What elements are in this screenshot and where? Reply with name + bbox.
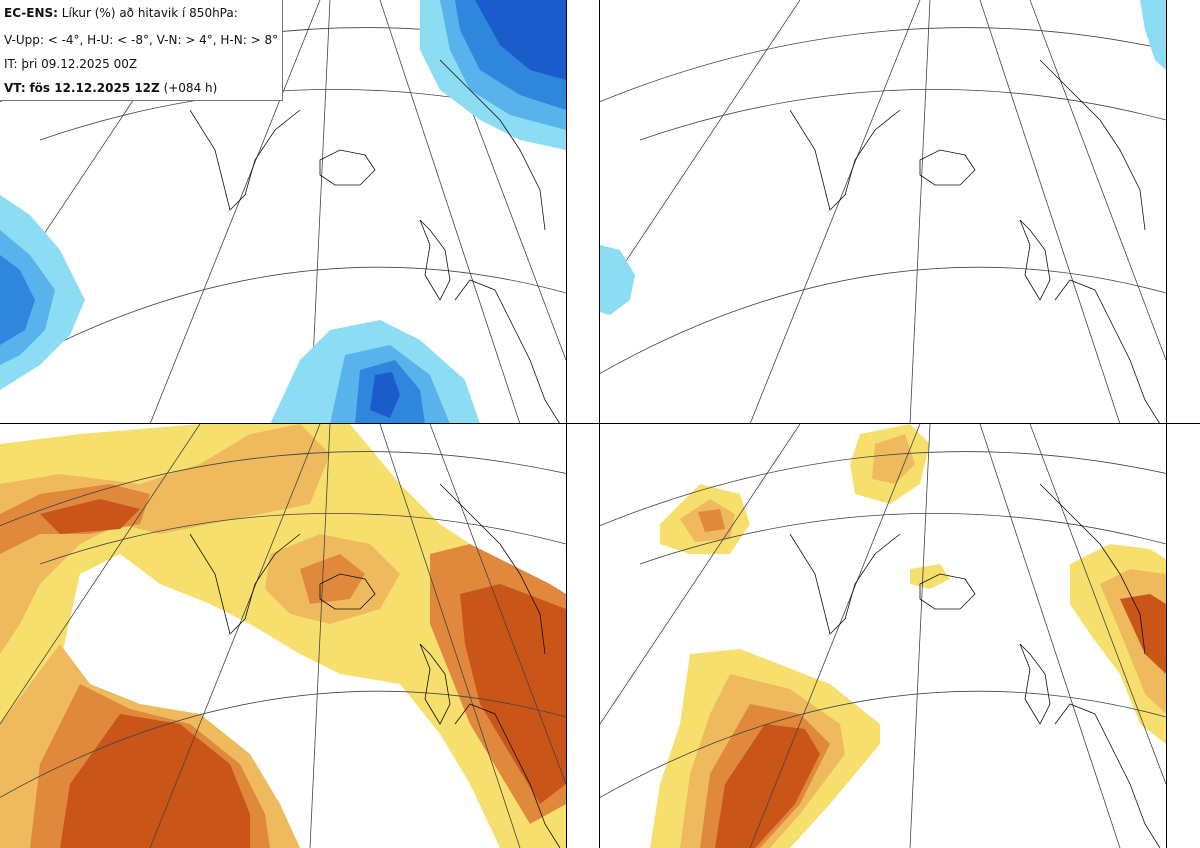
map-canvas: [0, 0, 566, 424]
threshold-legend: V-Upp: < -4°, H-U: < -8°, V-N: > 4°, H-N…: [4, 33, 279, 47]
vertical-divider: [1166, 0, 1167, 848]
model-label: EC-ENS:: [4, 6, 58, 20]
title-text: Líkur (%) að hitavik í 850hPa:: [61, 6, 238, 20]
map-canvas: [600, 0, 1166, 424]
map-panel-upper-right: 1009565355: [600, 0, 1166, 424]
map-canvas: [0, 424, 566, 848]
forecast-info-box: EC-ENS: Líkur (%) að hitavik í 850hPa: V…: [0, 0, 283, 101]
valid-label: VT:: [4, 81, 26, 95]
probability-shading: [650, 424, 1166, 848]
graticule: [600, 424, 1166, 848]
coastlines: [789, 483, 1161, 848]
map-panel-lower-right: 1009565355: [600, 424, 1166, 848]
map-panel-upper-left: EC-ENS: Líkur (%) að hitavik í 850hPa: V…: [0, 0, 566, 424]
coastlines: [189, 483, 561, 848]
probability-shading: [600, 0, 1166, 315]
horizontal-divider: [0, 423, 1200, 424]
coastlines: [189, 59, 561, 424]
graticule: [600, 0, 1166, 424]
vertical-divider: [599, 0, 600, 848]
map-panel-lower-left: 1009565355: [0, 424, 566, 848]
probability-shading: [0, 0, 566, 424]
init-time: IT: þri 09.12.2025 00Z: [4, 57, 138, 71]
vertical-divider: [566, 0, 567, 848]
coastlines: [789, 59, 1161, 424]
map-canvas: [600, 424, 1166, 848]
graticule: [0, 424, 566, 848]
valid-time: fös 12.12.2025 12Z: [29, 81, 160, 95]
lead-time: (+084 h): [163, 81, 218, 95]
probability-shading: [0, 424, 566, 848]
